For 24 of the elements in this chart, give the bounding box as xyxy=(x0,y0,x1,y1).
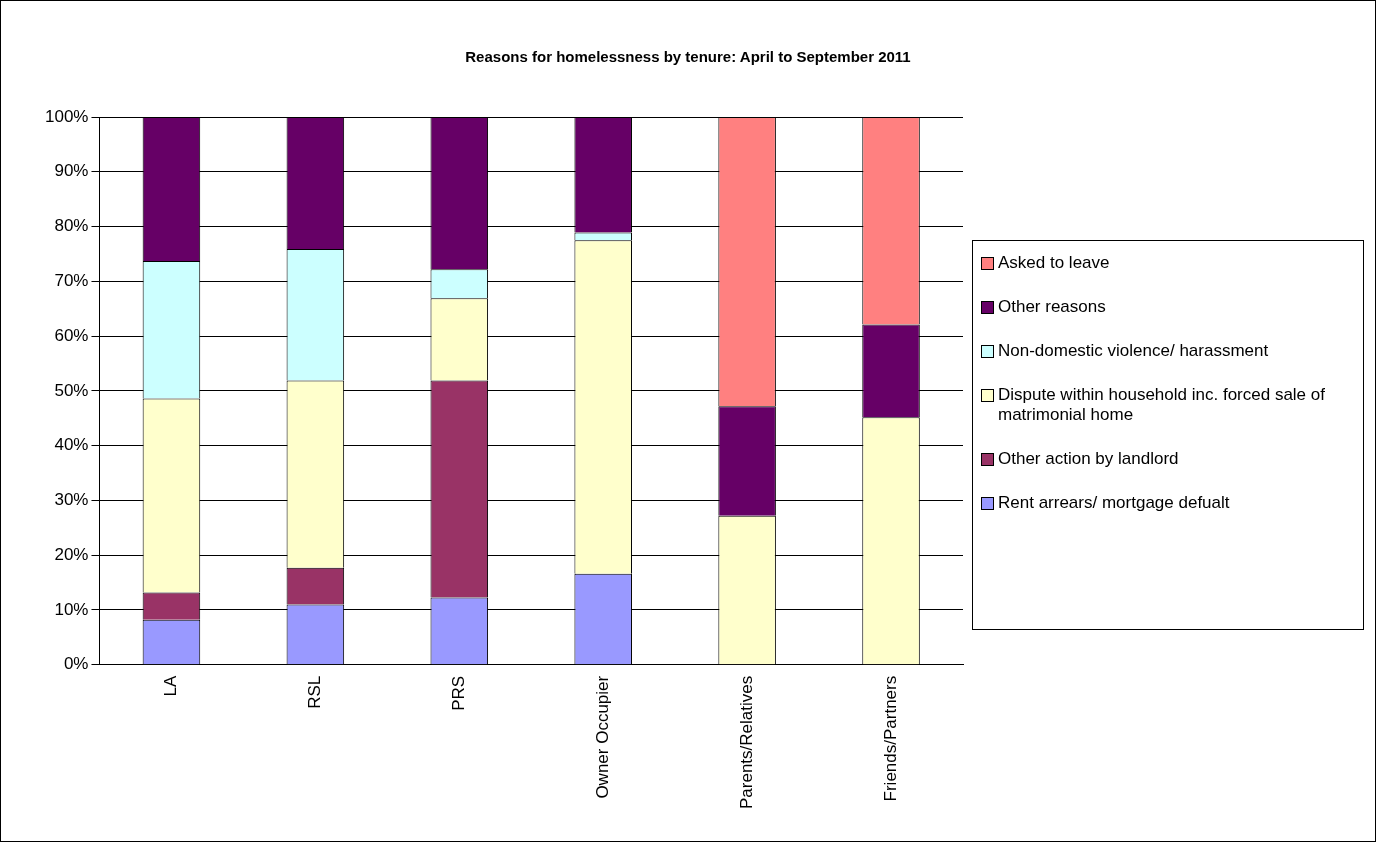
x-tick-label: Owner Occupier xyxy=(592,675,612,799)
y-tick-label: 30% xyxy=(54,490,89,510)
legend-label: Rent arrears/ mortgage defualt xyxy=(998,493,1230,513)
x-tick-label: LA xyxy=(161,675,181,697)
y-tick-label: 60% xyxy=(54,325,89,345)
y-tick-label: 100% xyxy=(45,106,89,126)
legend-label: Asked to leave xyxy=(998,253,1110,273)
x-tick-label: RSL xyxy=(305,675,325,709)
legend-label: Other action by landlord xyxy=(998,449,1179,469)
y-tick-label: 50% xyxy=(54,380,89,400)
y-tick-label: 80% xyxy=(54,216,89,236)
legend-label: Other reasons xyxy=(998,297,1106,317)
legend-label: Dispute within household inc. forced sale of matrimonial home xyxy=(998,385,1326,425)
x-tick-label: Parents/Relatives xyxy=(736,675,756,810)
x-tick-label: PRS xyxy=(448,675,468,711)
chart-title: Reasons for homelessness by tenure: April to September 2011 xyxy=(464,48,912,65)
y-tick-label: 90% xyxy=(54,161,89,181)
y-tick-label: 70% xyxy=(54,271,89,291)
y-tick-label: 0% xyxy=(63,654,89,674)
y-tick-label: 10% xyxy=(54,599,89,619)
y-tick-label: 20% xyxy=(54,544,89,564)
legend-label: Non-domestic violence/ harassment xyxy=(998,341,1269,361)
y-tick-label: 40% xyxy=(54,435,89,455)
x-tick-label: Friends/Partners xyxy=(880,675,900,802)
